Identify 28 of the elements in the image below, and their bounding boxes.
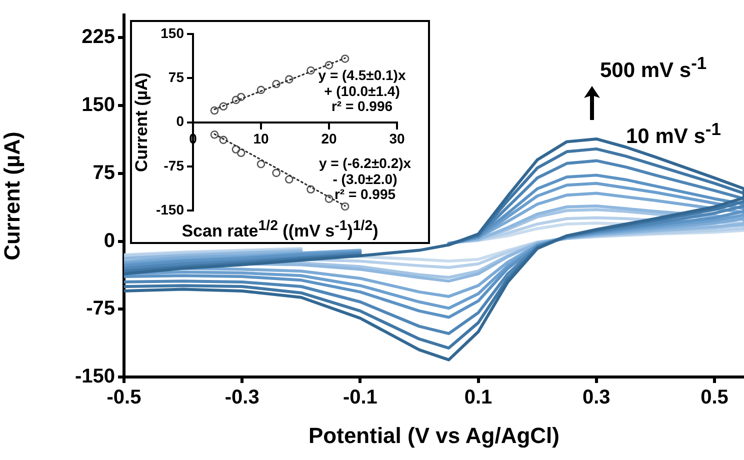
- y-tick-label: 0: [176, 113, 184, 130]
- x-tick-label: 20: [321, 130, 337, 147]
- y-tick-label: -150: [74, 366, 115, 388]
- x-axis-title: Potential (V vs Ag/AgCl): [308, 423, 560, 449]
- y-tick-label: -150: [156, 201, 184, 218]
- y-tick-label: -75: [164, 157, 184, 174]
- x-tick-label: -0.5: [106, 386, 142, 409]
- y-tick-label: 75: [168, 69, 184, 86]
- x-axis-title: Scan rate$^{1/2}$ ((mV s$^{-1}$)$^{1/2}$): [180, 218, 380, 241]
- x-tick-label: -0.3: [224, 386, 260, 409]
- y-axis-title: Current (µA): [0, 132, 24, 260]
- y-tick-label: -75: [86, 298, 115, 320]
- y-tick-label: 75: [92, 162, 115, 184]
- x-tick-label: 0.3: [582, 386, 610, 409]
- x-tick-label: 0.5: [700, 386, 728, 409]
- x-tick-label: 0.1: [464, 386, 492, 409]
- y-tick-label: 225: [82, 26, 115, 48]
- y-tick-label: 0: [104, 230, 115, 252]
- x-tick-label: -0.1: [342, 386, 378, 409]
- x-tick-label: 30: [389, 130, 405, 147]
- y-tick-label: 150: [82, 94, 115, 116]
- annotation: y = (-6.2±0.2)x - (3.0±2.0) r² = 0.995: [318, 155, 412, 204]
- y-axis-title: Current (µA): [132, 72, 151, 172]
- x-tick-label: 10: [253, 130, 269, 147]
- annotation: 10 mV s$^{-1}$: [626, 119, 722, 149]
- y-tick-label: 150: [160, 24, 184, 41]
- annotation: y = (4.5±0.1)x + (10.0±1.4) r² = 0.996: [317, 67, 407, 116]
- annotation: 500 mV s$^{-1}$: [600, 53, 708, 83]
